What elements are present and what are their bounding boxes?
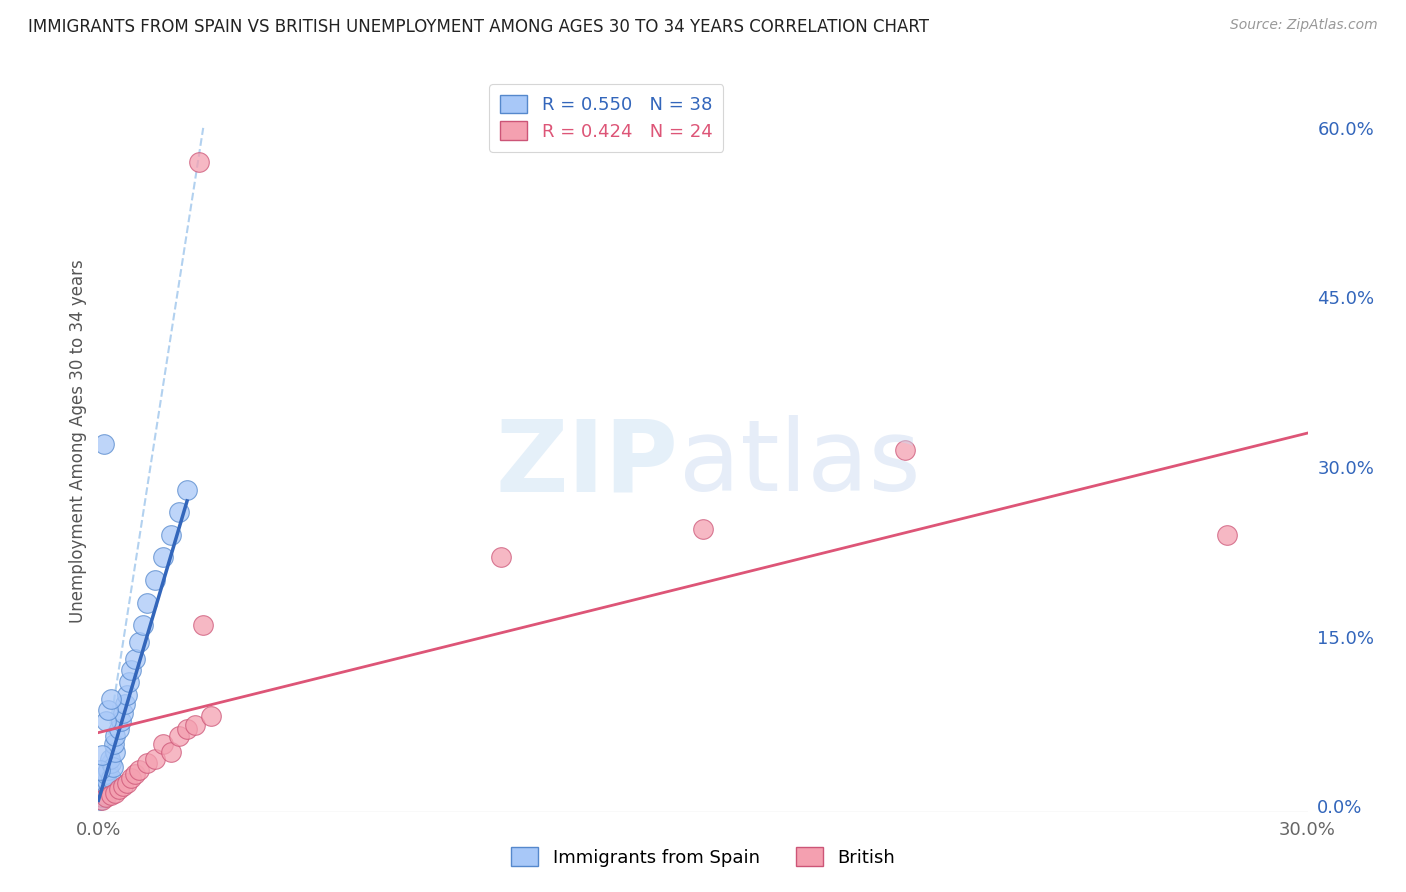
Point: [152, 550, 174, 565]
Point: [100, 756, 122, 771]
Text: ZIP: ZIP: [496, 416, 679, 512]
Point: [1216, 528, 1239, 542]
Text: atlas: atlas: [679, 416, 921, 512]
Point: [152, 737, 174, 751]
Point: [91, 793, 114, 807]
Point: [115, 688, 138, 702]
Point: [110, 714, 132, 729]
Point: [200, 708, 222, 723]
Point: [96, 714, 118, 729]
Point: [135, 596, 157, 610]
Point: [120, 771, 142, 785]
Point: [491, 550, 513, 565]
Point: [100, 691, 122, 706]
Text: Source: ZipAtlas.com: Source: ZipAtlas.com: [1230, 18, 1378, 32]
Point: [118, 674, 141, 689]
Point: [96, 790, 118, 805]
Point: [176, 483, 198, 497]
Point: [89, 763, 111, 777]
Point: [103, 785, 125, 799]
Point: [188, 154, 211, 169]
Point: [115, 776, 138, 790]
Point: [91, 748, 114, 763]
Point: [143, 751, 166, 765]
Point: [107, 722, 129, 736]
Point: [176, 722, 198, 736]
Point: [143, 573, 166, 587]
Point: [91, 790, 114, 805]
Point: [111, 779, 134, 793]
Point: [124, 652, 146, 666]
Point: [100, 788, 122, 802]
Legend: R = 0.550   N = 38, R = 0.424   N = 24: R = 0.550 N = 38, R = 0.424 N = 24: [489, 84, 723, 152]
Point: [128, 763, 150, 777]
Point: [132, 618, 155, 632]
Point: [167, 729, 190, 743]
Point: [893, 443, 915, 458]
Point: [107, 782, 129, 797]
Point: [135, 756, 157, 771]
Point: [91, 782, 114, 797]
Point: [100, 771, 122, 785]
Point: [93, 437, 115, 451]
Point: [692, 522, 714, 536]
Text: IMMIGRANTS FROM SPAIN VS BRITISH UNEMPLOYMENT AMONG AGES 30 TO 34 YEARS CORRELAT: IMMIGRANTS FROM SPAIN VS BRITISH UNEMPLO…: [28, 18, 929, 36]
Point: [94, 767, 117, 781]
Y-axis label: Unemployment Among Ages 30 to 34 years: Unemployment Among Ages 30 to 34 years: [69, 260, 87, 624]
Point: [120, 664, 142, 678]
Point: [124, 767, 146, 781]
Point: [96, 774, 118, 789]
Point: [96, 788, 118, 802]
Point: [114, 698, 136, 712]
Point: [98, 751, 121, 765]
Point: [103, 737, 125, 751]
Point: [97, 703, 120, 717]
Legend: Immigrants from Spain, British: Immigrants from Spain, British: [503, 840, 903, 874]
Point: [93, 779, 115, 793]
Point: [193, 618, 215, 632]
Point: [160, 528, 183, 542]
Point: [128, 635, 150, 649]
Point: [97, 763, 120, 777]
Point: [101, 759, 124, 773]
Point: [104, 729, 127, 743]
Point: [103, 745, 125, 759]
Point: [89, 793, 111, 807]
Point: [167, 505, 190, 519]
Point: [160, 745, 183, 759]
Point: [184, 717, 207, 731]
Point: [90, 785, 112, 799]
Point: [111, 706, 134, 721]
